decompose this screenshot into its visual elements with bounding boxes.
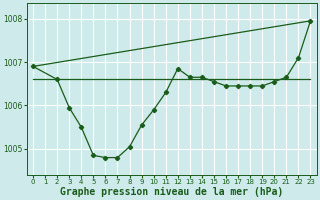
X-axis label: Graphe pression niveau de la mer (hPa): Graphe pression niveau de la mer (hPa) [60, 186, 284, 197]
